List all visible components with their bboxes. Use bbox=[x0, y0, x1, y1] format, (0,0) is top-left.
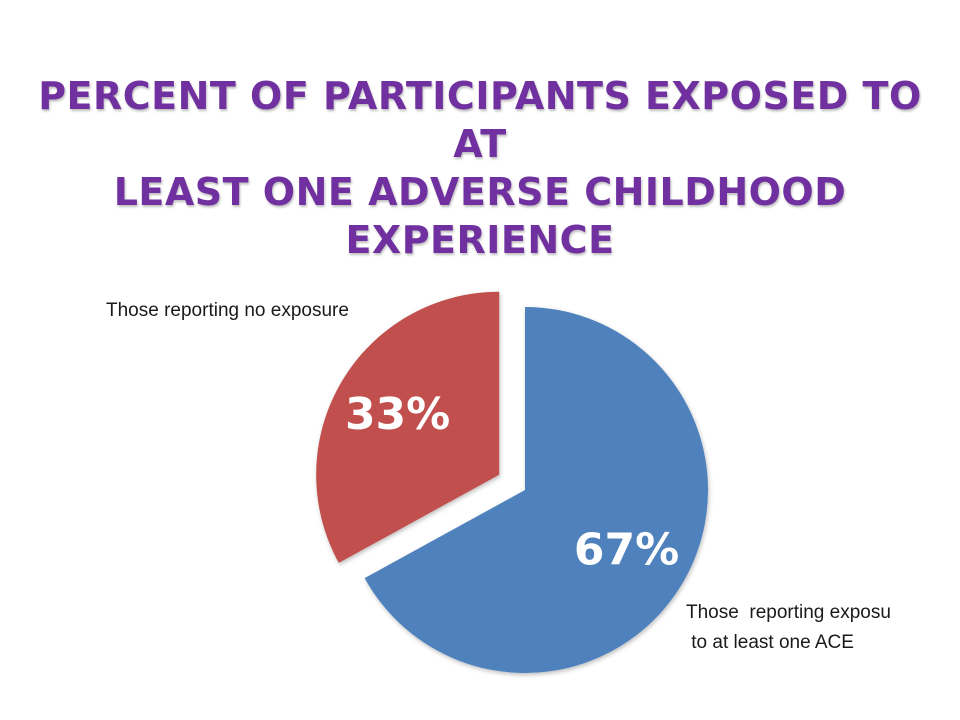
category-label-exposure-line-1: Those reporting exposu bbox=[686, 602, 891, 623]
category-label-exposure-line-2: to at least one ACE bbox=[686, 632, 854, 653]
chart-title-line-2: LEAST ONE ADVERSE CHILDHOOD EXPERIENCE bbox=[113, 170, 847, 262]
category-label-exposure: Those reporting exposu to at least one A… bbox=[686, 598, 960, 658]
chart-title: PERCENT OF PARTICIPANTS EXPOSED TO AT LE… bbox=[30, 72, 930, 264]
chart-title-line-1: PERCENT OF PARTICIPANTS EXPOSED TO AT bbox=[38, 74, 922, 166]
data-label-not-exposed: 33% bbox=[345, 389, 450, 440]
pie-slice-not-exposed bbox=[316, 291, 500, 563]
data-label-exposed: 67% bbox=[574, 525, 679, 576]
category-label-no-exposure: Those reporting no exposure bbox=[106, 300, 349, 321]
pie-slice-exposed bbox=[364, 307, 708, 673]
